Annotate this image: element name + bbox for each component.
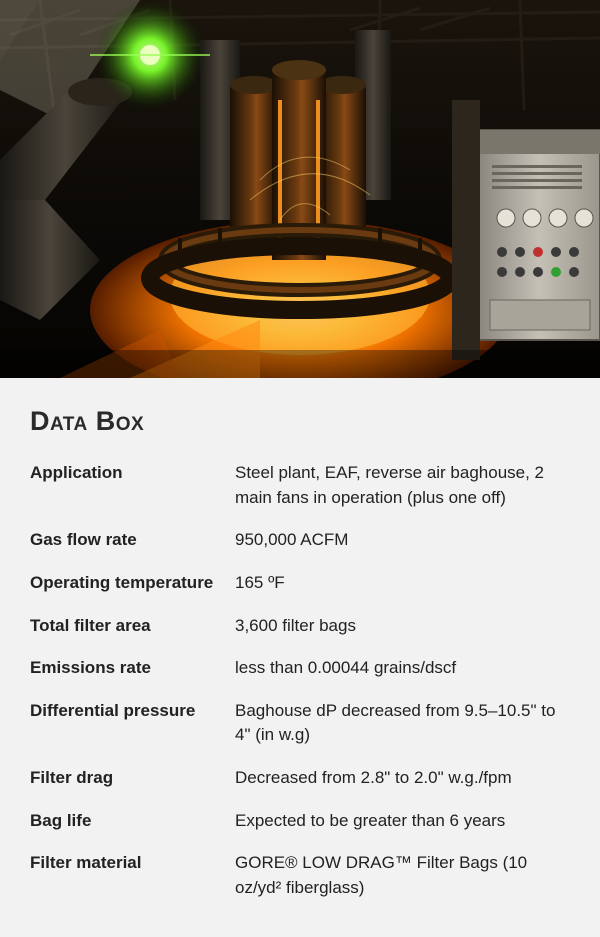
- data-row-label: Differential pressure: [30, 699, 235, 724]
- data-row: Emissions rateless than 0.00044 grains/d…: [30, 656, 570, 681]
- data-row-value: 950,000 ACFM: [235, 528, 570, 553]
- data-box-title: Data Box: [30, 406, 570, 437]
- data-row-value: Steel plant, EAF, reverse air baghouse, …: [235, 461, 570, 510]
- data-row-value: Decreased from 2.8" to 2.0" w.g./fpm: [235, 766, 570, 791]
- data-row-value: less than 0.00044 grains/dscf: [235, 656, 570, 681]
- data-row: Total filter area3,600 filter bags: [30, 614, 570, 639]
- data-row: Gas flow rate950,000 ACFM: [30, 528, 570, 553]
- data-box: Data Box ApplicationSteel plant, EAF, re…: [0, 378, 600, 937]
- data-box-rows: ApplicationSteel plant, EAF, reverse air…: [30, 461, 570, 901]
- data-row-label: Filter drag: [30, 766, 235, 791]
- data-row: Bag lifeExpected to be greater than 6 ye…: [30, 809, 570, 834]
- data-row-value: Expected to be greater than 6 years: [235, 809, 570, 834]
- data-row: Operating temperature165 ºF: [30, 571, 570, 596]
- data-row: Differential pressureBaghouse dP decreas…: [30, 699, 570, 748]
- data-row-label: Application: [30, 461, 235, 486]
- data-row-label: Gas flow rate: [30, 528, 235, 553]
- data-row: Filter materialGORE® LOW DRAG™ Filter Ba…: [30, 851, 570, 900]
- data-row-value: 3,600 filter bags: [235, 614, 570, 639]
- data-row-label: Filter material: [30, 851, 235, 876]
- data-row-value: GORE® LOW DRAG™ Filter Bags (10 oz/yd² f…: [235, 851, 570, 900]
- data-row: Filter dragDecreased from 2.8" to 2.0" w…: [30, 766, 570, 791]
- data-row: ApplicationSteel plant, EAF, reverse air…: [30, 461, 570, 510]
- data-row-label: Bag life: [30, 809, 235, 834]
- furnace-illustration: [0, 0, 600, 378]
- data-row-value: 165 ºF: [235, 571, 570, 596]
- data-row-label: Operating temperature: [30, 571, 235, 596]
- hero-image: [0, 0, 600, 378]
- data-row-label: Emissions rate: [30, 656, 235, 681]
- data-row-value: Baghouse dP decreased from 9.5–10.5" to …: [235, 699, 570, 748]
- data-row-label: Total filter area: [30, 614, 235, 639]
